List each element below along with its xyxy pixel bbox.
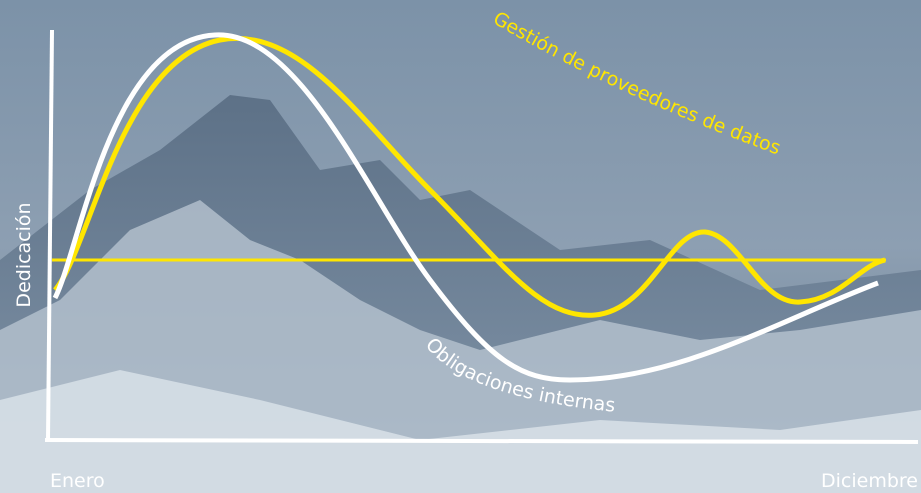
axes <box>44 29 919 444</box>
y-axis-label: Dedicación <box>13 202 35 307</box>
x-end-label: Diciembre <box>821 470 918 492</box>
x-start-label: Enero <box>50 470 105 492</box>
curve-yellow <box>53 35 886 318</box>
curve-white <box>52 32 879 383</box>
